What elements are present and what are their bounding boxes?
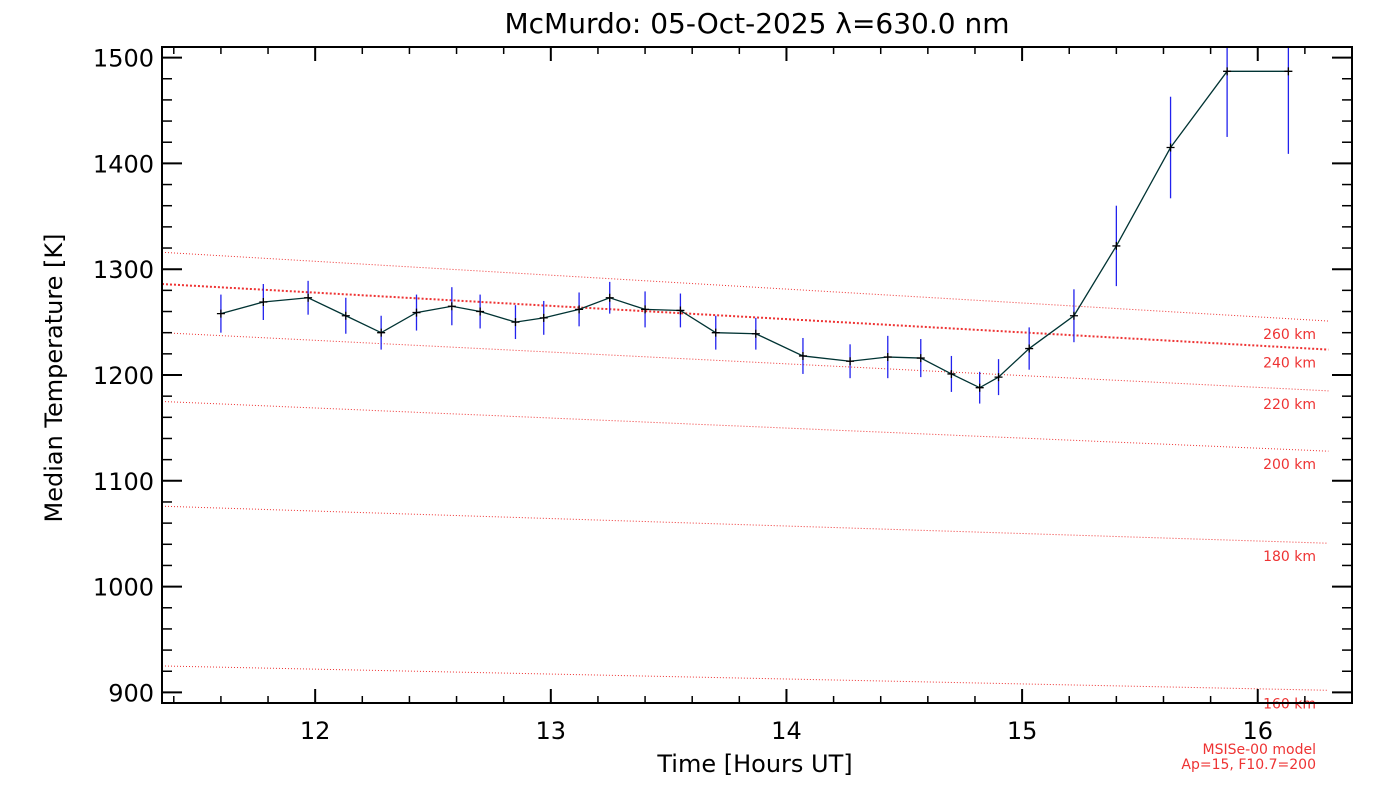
data-point-0-6 [447, 302, 456, 311]
data-point-0-4 [377, 328, 386, 337]
data-point-0-12 [641, 305, 650, 314]
model-name: MSISe-00 model [1202, 742, 1316, 758]
model-line-1 [161, 283, 1329, 351]
data-point-0-26 [1166, 143, 1175, 152]
y-axis-label: Median Temperature [K] [40, 233, 68, 522]
data-point-0-14 [711, 328, 720, 337]
model-line-5 [161, 665, 1329, 691]
x-axis-label: Time [Hours UT] [656, 750, 852, 778]
y-tick-label-4: 1300 [93, 256, 154, 284]
x-tick-label-3: 15 [1007, 717, 1038, 745]
model-line-label-5: 160 km [1263, 696, 1316, 712]
y-tick-label-5: 1400 [93, 150, 154, 178]
chart-title: McMurdo: 05-Oct-2025 λ=630.0 nm [504, 7, 1009, 40]
data-point-0-22 [994, 373, 1003, 382]
data-point-0-20 [947, 369, 956, 378]
model-line-label-0: 260 km [1263, 327, 1316, 343]
data-point-0-5 [412, 308, 421, 317]
data-point-0-15 [751, 329, 760, 338]
model-line-3 [161, 400, 1329, 452]
data-point-0-21 [975, 383, 984, 392]
model-line-label-1: 240 km [1263, 356, 1316, 372]
model-lines: 260 km 240 km 220 km 200 km 180 km 160 km [161, 251, 1329, 712]
data-point-0-10 [575, 305, 584, 314]
x-tick-label-0: 12 [300, 717, 331, 745]
x-tick-label-2: 14 [771, 717, 802, 745]
data-point-0-16 [798, 351, 807, 360]
data-point-0-1 [259, 297, 268, 306]
data-point-0-7 [476, 307, 485, 316]
y-tick-label-0: 900 [108, 679, 154, 707]
y-tick-label-6: 1500 [93, 45, 154, 73]
data-point-0-24 [1069, 311, 1078, 320]
data-point-0-25 [1112, 241, 1121, 250]
model-line-0 [161, 251, 1329, 322]
axes [161, 46, 1353, 704]
model-line-label-2: 220 km [1263, 397, 1316, 413]
data-series [216, 47, 1293, 404]
data-point-0-3 [341, 311, 350, 320]
data-point-0-8 [511, 318, 520, 327]
data-point-0-13 [676, 306, 685, 315]
data-point-0-18 [883, 353, 892, 362]
y-tick-label-1: 1000 [93, 574, 154, 602]
data-point-0-2 [304, 293, 313, 302]
y-tick-label-2: 1100 [93, 468, 154, 496]
model-params: Ap=15, F10.7=200 [1181, 757, 1316, 773]
data-point-0-19 [916, 354, 925, 363]
model-line-2 [161, 332, 1329, 392]
data-point-0-17 [846, 357, 855, 366]
model-line-label-3: 200 km [1263, 457, 1316, 473]
x-tick-label-1: 13 [536, 717, 567, 745]
ticks: 12 13 14 15 16 900 1000 1100 1200 1300 1400 1500 [93, 45, 1353, 745]
model-line-label-4: 180 km [1263, 549, 1316, 565]
x-tick-label-4: 16 [1242, 717, 1273, 745]
data-point-0-27 [1223, 67, 1232, 76]
data-point-0-0 [216, 309, 225, 318]
data-point-0-23 [1025, 344, 1034, 353]
data-point-0-11 [605, 293, 614, 302]
y-tick-label-3: 1200 [93, 362, 154, 390]
data-point-0-28 [1284, 67, 1293, 76]
data-point-0-9 [539, 313, 548, 322]
plot-frame [161, 46, 1353, 704]
model-line-4 [161, 505, 1329, 544]
